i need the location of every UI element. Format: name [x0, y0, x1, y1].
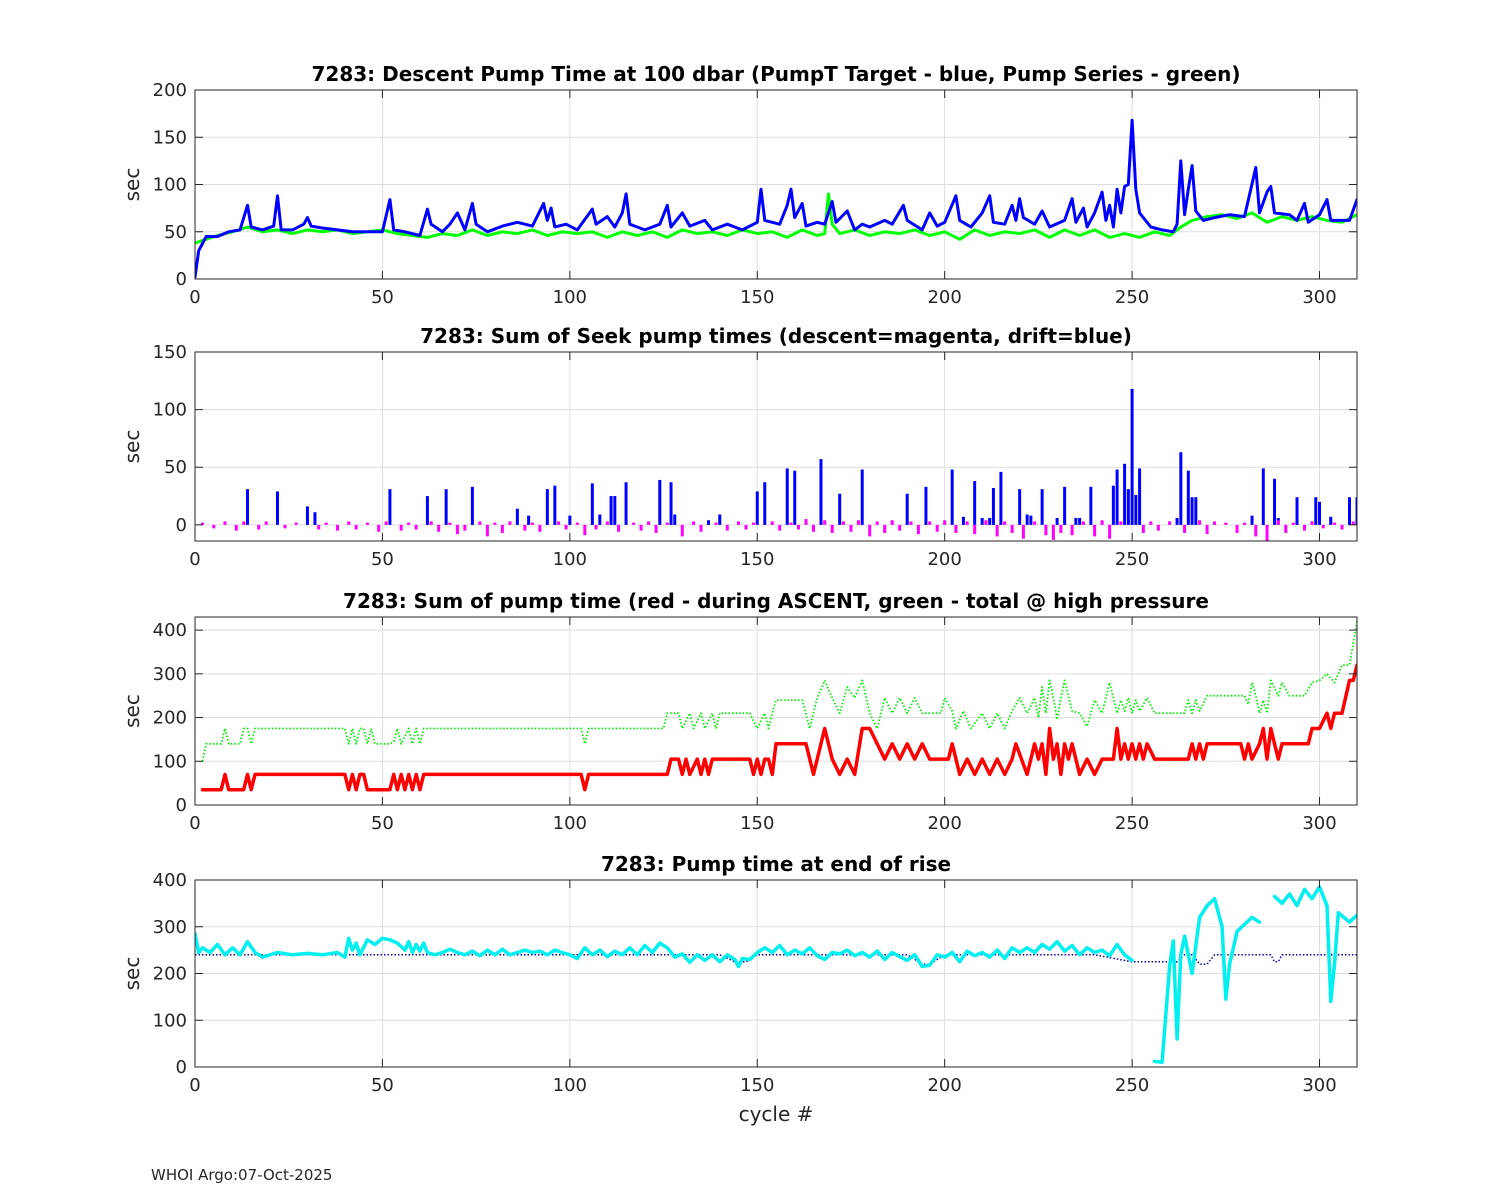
y-axis-label: sec: [120, 957, 144, 991]
data-layer: [200, 621, 1357, 792]
y-tick-label: 50: [164, 222, 187, 243]
plot-area: [195, 352, 1357, 541]
y-tick-label: 0: [176, 795, 187, 816]
plot-area: [195, 617, 1357, 805]
y-tick-label: 100: [153, 400, 187, 421]
x-tick-label: 250: [1115, 1075, 1149, 1096]
axes-1: 0 50 100 150 200 250 300 0 50 100 150 200 7283: Desc…: [120, 62, 1358, 308]
x-tick-label: 150: [740, 1075, 774, 1096]
y-tick-label: 150: [153, 342, 187, 363]
x-tick-label: 150: [740, 549, 774, 570]
axes-2: 0 50 100 150 200 250 300 0 50 100 150 7283: Sum of …: [120, 324, 1358, 570]
y-tick-label: 200: [153, 964, 187, 985]
y-tick-label: 100: [153, 1010, 187, 1031]
y-tick-label: 0: [176, 515, 187, 536]
axes-4: 0 50 100 150 200 250 300 0 100 200 300 400 7283: Pum…: [120, 852, 1358, 1096]
y-tick-label: 150: [153, 127, 187, 148]
y-tick-label: 0: [176, 1057, 187, 1078]
x-tick-label: 150: [740, 813, 774, 834]
series-line: [200, 663, 1357, 792]
x-tick-label: 250: [1115, 813, 1149, 834]
axes-3: 0 50 100 150 200 250 300 0 100 200 300 400 7283: Sum…: [120, 589, 1358, 834]
series-line: [1152, 896, 1262, 1065]
x-tick-label: 50: [371, 287, 394, 308]
y-axis-label: sec: [120, 168, 144, 202]
x-tick-label: 0: [189, 287, 200, 308]
y-tick-label: 100: [153, 175, 187, 196]
y-tick-label: 400: [153, 870, 187, 891]
data-layer: [195, 885, 1357, 1065]
x-tick-label: 300: [1302, 1075, 1336, 1096]
chart-title: 7283: Pump time at end of rise: [601, 852, 951, 876]
series-line: [195, 954, 1357, 965]
x-tick-label: 100: [553, 813, 587, 834]
footer-text: WHOI Argo:07-Oct-2025: [151, 1166, 333, 1184]
chart-title: 7283: Descent Pump Time at 100 dbar (Pum…: [312, 62, 1241, 86]
y-tick-label: 300: [153, 664, 187, 685]
y-tick-label: 0: [176, 269, 187, 290]
x-tick-label: 200: [927, 813, 961, 834]
x-tick-label: 50: [371, 1075, 394, 1096]
y-axis-label: sec: [120, 694, 144, 728]
x-tick-label: 100: [553, 549, 587, 570]
x-tick-label: 100: [553, 287, 587, 308]
x-tick-label: 200: [927, 1075, 961, 1096]
x-tick-label: 200: [927, 287, 961, 308]
x-axis-label: cycle #: [739, 1102, 814, 1126]
chart-title: 7283: Sum of Seek pump times (descent=ma…: [420, 324, 1132, 348]
data-layer: [195, 118, 1357, 279]
x-tick-label: 100: [553, 1075, 587, 1096]
x-tick-label: 0: [189, 1075, 200, 1096]
x-tick-label: 250: [1115, 549, 1149, 570]
y-tick-label: 100: [153, 751, 187, 772]
data-layer: [200, 388, 1357, 541]
series-line: [195, 192, 1357, 245]
x-tick-label: 200: [927, 549, 961, 570]
x-tick-label: 150: [740, 287, 774, 308]
y-tick-label: 400: [153, 620, 187, 641]
x-tick-label: 50: [371, 813, 394, 834]
x-tick-label: 0: [189, 549, 200, 570]
series-line: [195, 932, 1134, 969]
x-tick-label: 50: [371, 549, 394, 570]
x-tick-label: 300: [1302, 813, 1336, 834]
y-axis-label: sec: [120, 430, 144, 464]
series-line: [1272, 885, 1357, 1004]
y-tick-label: 200: [153, 80, 187, 101]
x-tick-label: 0: [189, 813, 200, 834]
series-line: [201, 621, 1357, 762]
x-tick-label: 300: [1302, 549, 1336, 570]
series-line: [195, 118, 1357, 279]
y-tick-label: 200: [153, 708, 187, 729]
y-tick-label: 300: [153, 917, 187, 938]
axes-frame: [194, 351, 1358, 542]
x-tick-label: 250: [1115, 287, 1149, 308]
x-tick-label: 300: [1302, 287, 1336, 308]
chart-title: 7283: Sum of pump time (red - during ASC…: [343, 589, 1209, 613]
y-tick-label: 50: [164, 457, 187, 478]
axes-frame: [194, 616, 1358, 806]
